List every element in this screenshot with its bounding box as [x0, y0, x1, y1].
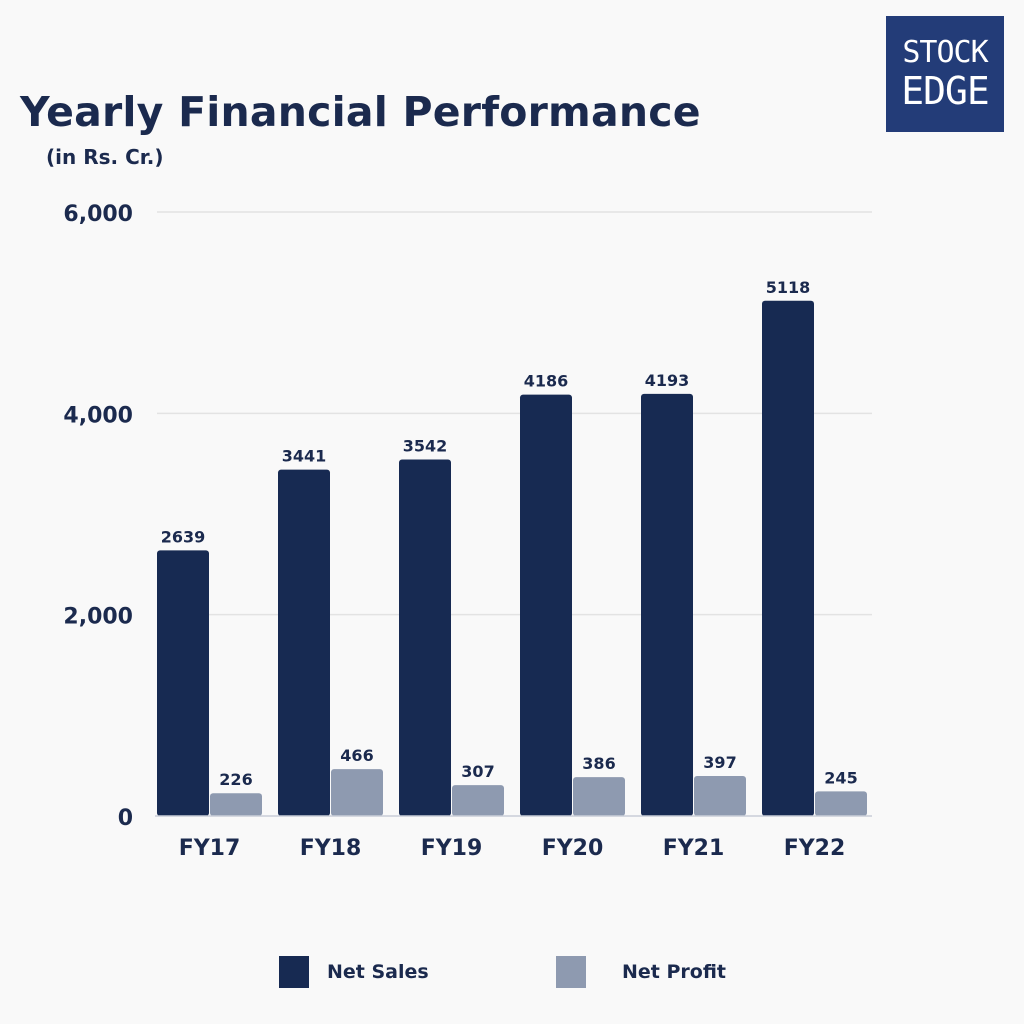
x-tick-label: FY17 [179, 836, 241, 861]
data-label: 4193 [645, 371, 690, 390]
legend-item-net-profit: Net Profit [556, 956, 726, 988]
data-label: 386 [582, 754, 615, 773]
bar-net-profit [573, 777, 625, 816]
legend-swatch-net-sales [279, 956, 309, 988]
data-label: 226 [219, 770, 252, 789]
data-label: 466 [340, 746, 373, 765]
x-tick-label: FY20 [542, 836, 604, 861]
legend-label-net-sales: Net Sales [327, 961, 429, 983]
bar-net-sales [762, 300, 814, 817]
legend: Net Sales Net Profit [0, 956, 1024, 996]
y-tick-label: 4,000 [63, 403, 133, 428]
data-label: 5118 [766, 278, 811, 297]
legend-item-net-sales: Net Sales [279, 956, 429, 988]
data-label: 4186 [524, 372, 569, 391]
y-tick-label: 6,000 [63, 202, 133, 227]
bar-net-sales [278, 469, 330, 816]
legend-swatch-net-profit [556, 956, 586, 988]
bar-net-sales [641, 393, 693, 816]
x-tick-label: FY19 [421, 836, 483, 861]
chart-title: Yearly Financial Performance [20, 88, 701, 136]
y-tick-label: 0 [118, 806, 133, 831]
bar-net-profit [210, 793, 262, 816]
legend-label-net-profit: Net Profit [622, 961, 726, 983]
data-label: 3441 [282, 447, 327, 466]
x-tick-label: FY22 [784, 836, 846, 861]
bar-net-sales [157, 550, 209, 816]
bar-net-profit [815, 791, 867, 816]
x-tick-label: FY18 [300, 836, 362, 861]
data-label: 3542 [403, 436, 448, 455]
bar-net-profit [331, 769, 383, 816]
data-label: 245 [824, 768, 857, 787]
data-label: 397 [703, 753, 736, 772]
logo-line1: STOCK [902, 35, 988, 70]
bar-net-profit [694, 776, 746, 816]
y-tick-label: 2,000 [63, 605, 133, 630]
bar-net-sales [399, 459, 451, 816]
bar-net-profit [452, 785, 504, 816]
chart-subtitle: (in Rs. Cr.) [46, 145, 164, 169]
data-label: 2639 [161, 527, 206, 546]
logo-line2: EDGE [901, 69, 990, 113]
data-label: 307 [461, 762, 494, 781]
stockedge-logo: STOCK EDGE [886, 16, 1004, 132]
bar-net-sales [520, 394, 572, 816]
x-tick-label: FY21 [663, 836, 725, 861]
